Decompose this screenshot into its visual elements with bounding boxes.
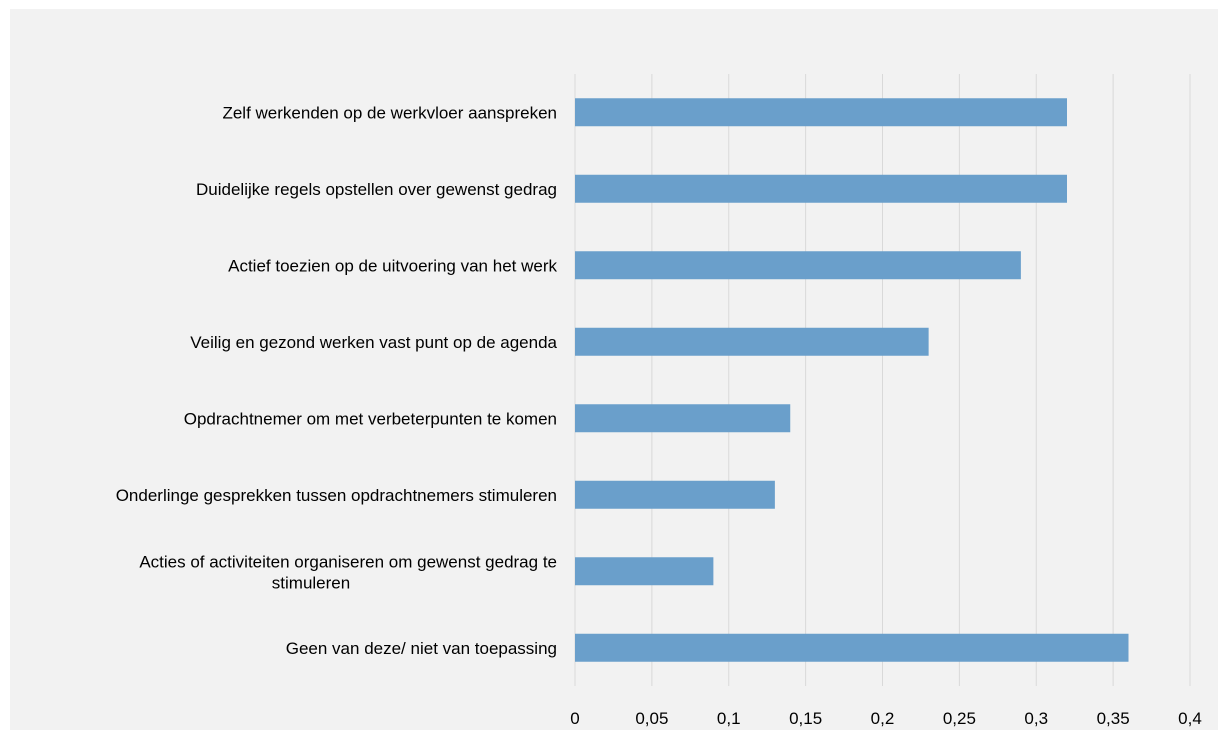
category-label: Actief toezien op de uitvoering van het …: [228, 256, 557, 275]
category-labels: Zelf werkenden op de werkvloer aanspreke…: [116, 103, 558, 658]
category-label: Acties of activiteiten organiseren om ge…: [139, 552, 557, 592]
gridlines: [574, 74, 1191, 686]
x-tick-label: 0,1: [717, 709, 741, 728]
x-tick-label: 0,3: [1024, 709, 1048, 728]
bar: [575, 480, 775, 509]
bar: [575, 327, 929, 356]
category-label: Zelf werkenden op de werkvloer aanspreke…: [222, 103, 557, 122]
x-tick-label: 0,05: [635, 709, 668, 728]
bar: [575, 557, 714, 586]
x-tick-label: 0,4: [1178, 709, 1202, 728]
bar: [575, 633, 1129, 662]
bar: [575, 404, 791, 433]
bar-chart: Zelf werkenden op de werkvloer aanspreke…: [116, 74, 1202, 728]
bar: [575, 251, 1021, 280]
category-label: Geen van deze/ niet van toepassing: [286, 639, 557, 658]
x-tick-label: 0: [570, 709, 579, 728]
bar: [575, 174, 1067, 203]
x-tick-label: 0,15: [789, 709, 822, 728]
x-tick-label: 0,25: [943, 709, 976, 728]
category-label: Onderlinge gesprekken tussen opdrachtnem…: [116, 486, 557, 505]
x-tick-label: 0,35: [1097, 709, 1130, 728]
bar: [575, 98, 1067, 127]
category-label: Veilig en gezond werken vast punt op de …: [190, 333, 557, 352]
chart-area: Zelf werkenden op de werkvloer aanspreke…: [10, 9, 1218, 730]
x-tick-label: 0,2: [871, 709, 895, 728]
x-tick-labels: 0 0,05 0,1 0,15 0,2 0,25 0,3 0,35 0,4: [570, 709, 1202, 728]
bars: [575, 98, 1129, 662]
category-label: Duidelijke regels opstellen over gewenst…: [196, 180, 557, 199]
category-label: Opdrachtnemer om met verbeterpunten te k…: [184, 409, 557, 428]
